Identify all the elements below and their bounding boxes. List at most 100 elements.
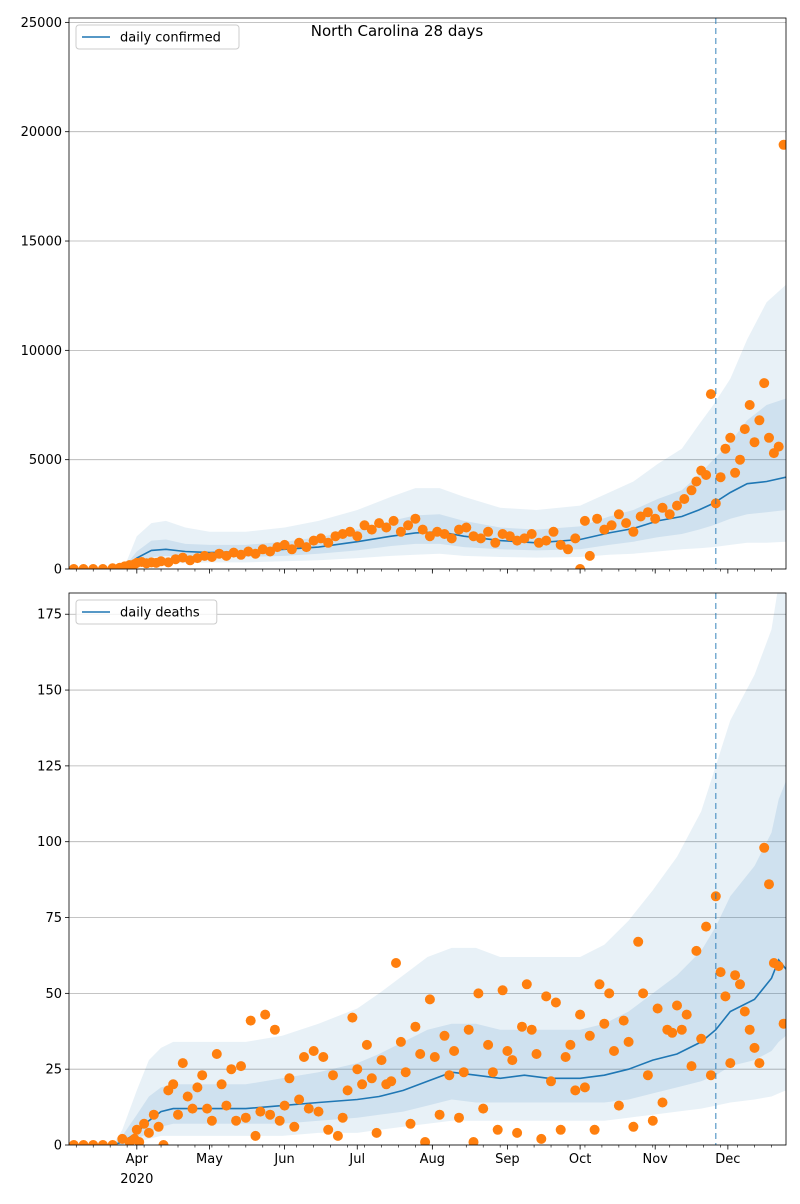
data-point [555,1124,566,1135]
y-tick-label: 25000 [21,16,62,31]
data-point [475,533,486,544]
data-point [749,1042,760,1053]
x-tick-label: Aug [420,1152,445,1167]
data-point [507,1055,518,1066]
data-point [139,1118,150,1129]
data-point [250,548,261,559]
data-point [143,1127,154,1138]
data-point [744,1024,755,1035]
data-point [78,564,89,569]
data-point [107,1140,118,1145]
data-point [570,533,581,544]
data-point [754,1058,765,1069]
legend-label: daily deaths [120,606,200,621]
data-point [269,1024,280,1035]
data-point [635,511,646,522]
data-point [650,513,661,524]
data-point [303,1103,314,1114]
plot-area [69,593,786,1145]
data-point [231,1115,242,1126]
data-point [446,533,457,544]
data-point [454,1112,464,1123]
data-point [667,1027,678,1038]
data-point [359,520,370,531]
data-point [458,1067,469,1078]
data-point [546,1076,556,1087]
data-point [395,526,406,537]
y-tick-label: 0 [54,563,62,578]
data-point [424,531,435,542]
data-point [623,1036,634,1047]
data-point [202,1103,213,1114]
data-point [386,1076,397,1087]
data-point [345,526,355,537]
data-point [206,1115,217,1126]
legend-label: daily confirmed [120,31,221,46]
data-point [274,1115,285,1126]
data-point [672,500,682,511]
x-tick-label: Jun [273,1152,294,1167]
axes-frame [68,592,787,1146]
data-point [705,389,716,400]
data-point [664,509,675,520]
x-year-label: 2020 [120,1172,153,1187]
data-point [618,1015,629,1026]
data-point [371,1127,382,1138]
data-point [357,1079,368,1090]
data-point [642,1070,653,1081]
legend-box [75,599,218,625]
data-point [153,1121,164,1132]
data-point [652,1003,663,1014]
data-point [463,1024,474,1035]
data-point [628,1121,639,1132]
data-point [420,1137,431,1145]
data-point [337,1112,348,1123]
data-point [490,537,501,548]
plot-area [69,139,786,569]
data-point [541,991,552,1002]
data-point [730,970,741,981]
data-point [730,467,741,478]
data-point [778,1018,786,1029]
data-point [579,1082,590,1093]
legend: daily confirmed [75,24,240,50]
data-point [483,526,494,537]
data-point [260,1009,271,1020]
data-point [250,1130,261,1141]
data-point [681,1009,692,1020]
data-point [468,1137,479,1145]
data-point [221,1100,232,1111]
data-point [347,1012,358,1023]
y-tick-label: 175 [37,608,62,623]
data-point [255,1106,266,1117]
x-tick-label: Nov [643,1152,669,1167]
data-point [245,1015,256,1026]
data-point [461,522,472,533]
data-point [492,1124,503,1135]
data-point [613,1100,624,1111]
x-tick-label: Apr [126,1152,149,1167]
data-point [531,1049,542,1059]
data-point [158,1140,169,1145]
data-point [613,509,624,520]
x-tick-label: Sep [495,1152,520,1167]
x-tick-label: Oct [569,1152,591,1167]
data-point [725,432,736,443]
data-point [504,531,515,542]
data-point [497,985,508,996]
inner-confidence-band [69,781,786,1145]
data-point [705,1070,716,1081]
data-point [286,544,297,555]
data-point [308,1046,319,1056]
data-point [560,1052,571,1062]
data-point [473,988,484,999]
data-point [177,1058,188,1069]
data-point [429,1052,440,1062]
data-point [715,472,726,483]
y-tick-label: 10000 [21,344,62,359]
data-point [78,1140,89,1145]
data-point [69,564,79,569]
data-point [720,443,731,454]
data-point [686,1061,697,1072]
